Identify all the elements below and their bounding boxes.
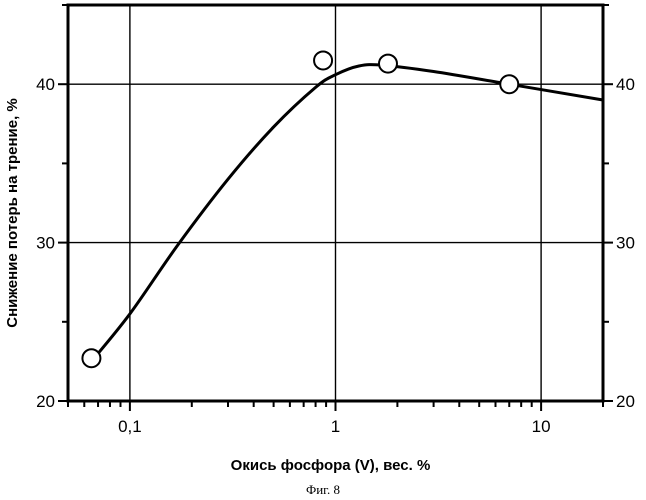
x-tick-label: 10 (532, 417, 551, 436)
fitted-curve (91, 65, 603, 362)
y-tick-label-left: 40 (36, 75, 55, 94)
y-tick-label-right: 30 (616, 234, 635, 253)
y-tick-label-left: 20 (36, 392, 55, 411)
data-point (82, 349, 100, 367)
y-tick-label-right: 20 (616, 392, 635, 411)
data-point (500, 75, 518, 93)
y-axis-label: Снижение потерь на трение, % (4, 98, 21, 328)
figure-caption: Фиг. 8 (306, 482, 340, 497)
grid (68, 5, 603, 401)
x-axis-label: Окись фосфора (V), вес. % (231, 457, 431, 474)
x-tick-label: 0,1 (118, 417, 142, 436)
data-point (379, 55, 397, 73)
y-tick-label-right: 40 (616, 75, 635, 94)
x-tick-label: 1 (331, 417, 340, 436)
y-tick-label-left: 30 (36, 234, 55, 253)
data-point (314, 51, 332, 69)
